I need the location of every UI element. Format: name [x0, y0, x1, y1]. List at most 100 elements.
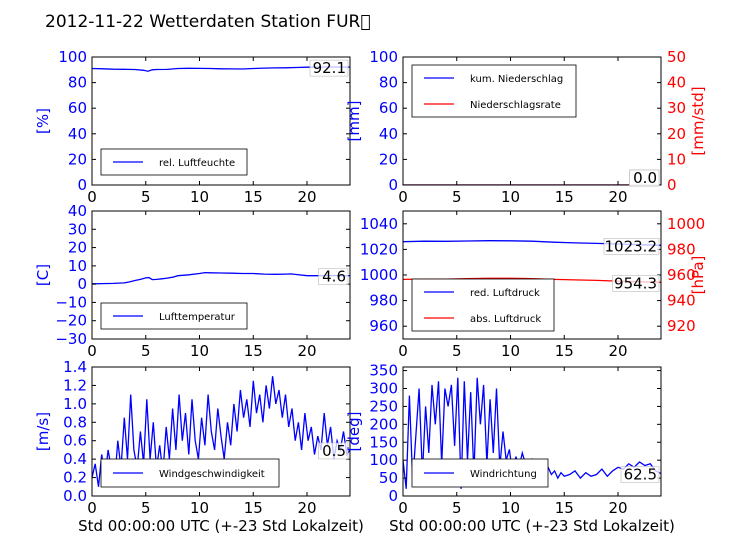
- last-value-box: [620, 466, 660, 483]
- y-tick-label: 60: [68, 99, 87, 117]
- y-tick-label: 1020: [360, 240, 398, 258]
- panel-humidity: 0 5 10 15 20 0 20 40 60 80 100 [%] 92.1 rel. Luftfeuc…: [34, 48, 351, 206]
- x-tick-label: 0: [398, 188, 408, 206]
- last-value-box: [318, 268, 349, 286]
- last-value-label: 92.1: [313, 59, 346, 77]
- x-tick-label: 5: [452, 499, 462, 517]
- y-tick-label: 10: [68, 257, 87, 275]
- x-tick-label: 15: [244, 188, 263, 206]
- y-tick-label: 0: [77, 275, 87, 293]
- legend-box: [100, 148, 248, 176]
- y-axis-label: [deg]: [345, 412, 363, 452]
- y2-tick-label: 20: [667, 125, 686, 143]
- x-tick-label: 0: [87, 499, 97, 517]
- x-tick-label: 5: [452, 342, 462, 360]
- y2-tick-label: 960: [667, 266, 696, 284]
- last-value-label: 4.6: [322, 268, 346, 286]
- y-tick-label: 0.2: [63, 469, 87, 487]
- series-line-windspeed-0: [92, 376, 350, 487]
- x-tick-label: 5: [141, 499, 151, 517]
- x-tick-label: 15: [555, 342, 574, 360]
- last-value-box: [309, 59, 349, 77]
- x-tick-label: 5: [452, 188, 462, 206]
- y-tick-label: 980: [369, 292, 398, 310]
- legend-label: Niederschlagsrate: [470, 100, 561, 111]
- y-tick-label: 1.4: [63, 358, 87, 376]
- y2-tick-label: 940: [667, 292, 696, 310]
- y-tick-label: 1040: [360, 215, 398, 233]
- x-axis-label: Std 00:00:00 UTC (+-23 Std Lokalzeit): [389, 517, 675, 535]
- y-tick-label: 20: [68, 239, 87, 257]
- y-tick-label: 0: [388, 487, 398, 505]
- x-tick-label: 15: [244, 499, 263, 517]
- y2-axis-label: [hPa]: [689, 256, 707, 295]
- legend-label: red. Luftdruck: [470, 288, 540, 299]
- y2-tick-label: 1000: [667, 215, 705, 233]
- y-axis-label: [C]: [34, 264, 52, 286]
- y-tick-label: 300: [369, 380, 398, 398]
- x-tick-label: 20: [297, 499, 316, 517]
- last-value-box: [612, 274, 660, 292]
- last-value-box: [629, 169, 660, 187]
- last-value-label: 1023.2: [605, 237, 658, 255]
- y-tick-label: 200: [369, 415, 398, 433]
- y-tick-label: 1.0: [63, 395, 87, 413]
- y-tick-label: 150: [369, 433, 398, 451]
- y-axis-label: [%]: [34, 108, 52, 134]
- legend-label: kum. Niederschlag: [470, 74, 563, 85]
- y-tick-label: 40: [379, 125, 398, 143]
- series-line-humidity-0: [92, 66, 350, 72]
- y2-axis-label: [mm/std]: [689, 86, 707, 155]
- x-tick-label: 10: [501, 188, 520, 206]
- plot-frame: [91, 56, 351, 186]
- x-tick-label: 5: [141, 342, 151, 360]
- panel-windspeed: 0 5 10 15 20 0.00.20.40.60.81.01.21.4 [m/s] Std…: [34, 358, 364, 535]
- x-tick-label: 10: [501, 499, 520, 517]
- y-tick-label: 960: [369, 317, 398, 335]
- y-tick-label: 100: [369, 451, 398, 469]
- x-tick-label: 0: [87, 342, 97, 360]
- x-tick-label: 20: [608, 499, 627, 517]
- y2-tick-label: 980: [667, 240, 696, 258]
- x-tick-label: 15: [555, 188, 574, 206]
- y-tick-label: 60: [379, 99, 398, 117]
- y-tick-label: 0: [388, 176, 398, 194]
- y-tick-label: 100: [369, 48, 398, 66]
- last-value-label: 0.5: [322, 442, 346, 460]
- plot-frame: [91, 366, 351, 497]
- legend-label: Windgeschwindigkeit: [159, 469, 265, 480]
- x-tick-label: 10: [190, 188, 209, 206]
- last-value-label: 954.3: [614, 274, 657, 292]
- panel-pressure: 0 5 10 15 20 960 980 1000 1020 1040 920 940 960 980 10…: [360, 210, 707, 360]
- y-tick-label: 0: [77, 176, 87, 194]
- y2-tick-label: 40: [667, 74, 686, 92]
- y-tick-label: 20: [379, 150, 398, 168]
- plot-frame: [402, 366, 662, 497]
- legend-label: rel. Luftfeuchte: [159, 158, 235, 169]
- y-tick-label: −20: [55, 312, 87, 330]
- x-tick-label: 15: [244, 342, 263, 360]
- y-tick-label: 30: [68, 220, 87, 238]
- last-value-label: 0.0: [633, 169, 657, 187]
- last-value-box: [318, 442, 349, 460]
- x-tick-label: 0: [398, 342, 408, 360]
- x-tick-label: 15: [555, 499, 574, 517]
- legend-box: [411, 278, 555, 332]
- y2-tick-label: 920: [667, 317, 696, 335]
- y-tick-label: 50: [379, 469, 398, 487]
- y-tick-label: 100: [58, 48, 87, 66]
- y-tick-label: 20: [68, 150, 87, 168]
- y-tick-label: 250: [369, 397, 398, 415]
- x-tick-label: 20: [608, 342, 627, 360]
- y-tick-label: 0.4: [63, 450, 87, 468]
- legend-label: abs. Luftdruck: [470, 314, 541, 325]
- y2-tick-label: 10: [667, 150, 686, 168]
- legend-label: Lufttemperatur: [159, 312, 236, 323]
- x-tick-label: 0: [87, 188, 97, 206]
- y-tick-label: 40: [68, 202, 87, 220]
- y-tick-label: 0.0: [63, 487, 87, 505]
